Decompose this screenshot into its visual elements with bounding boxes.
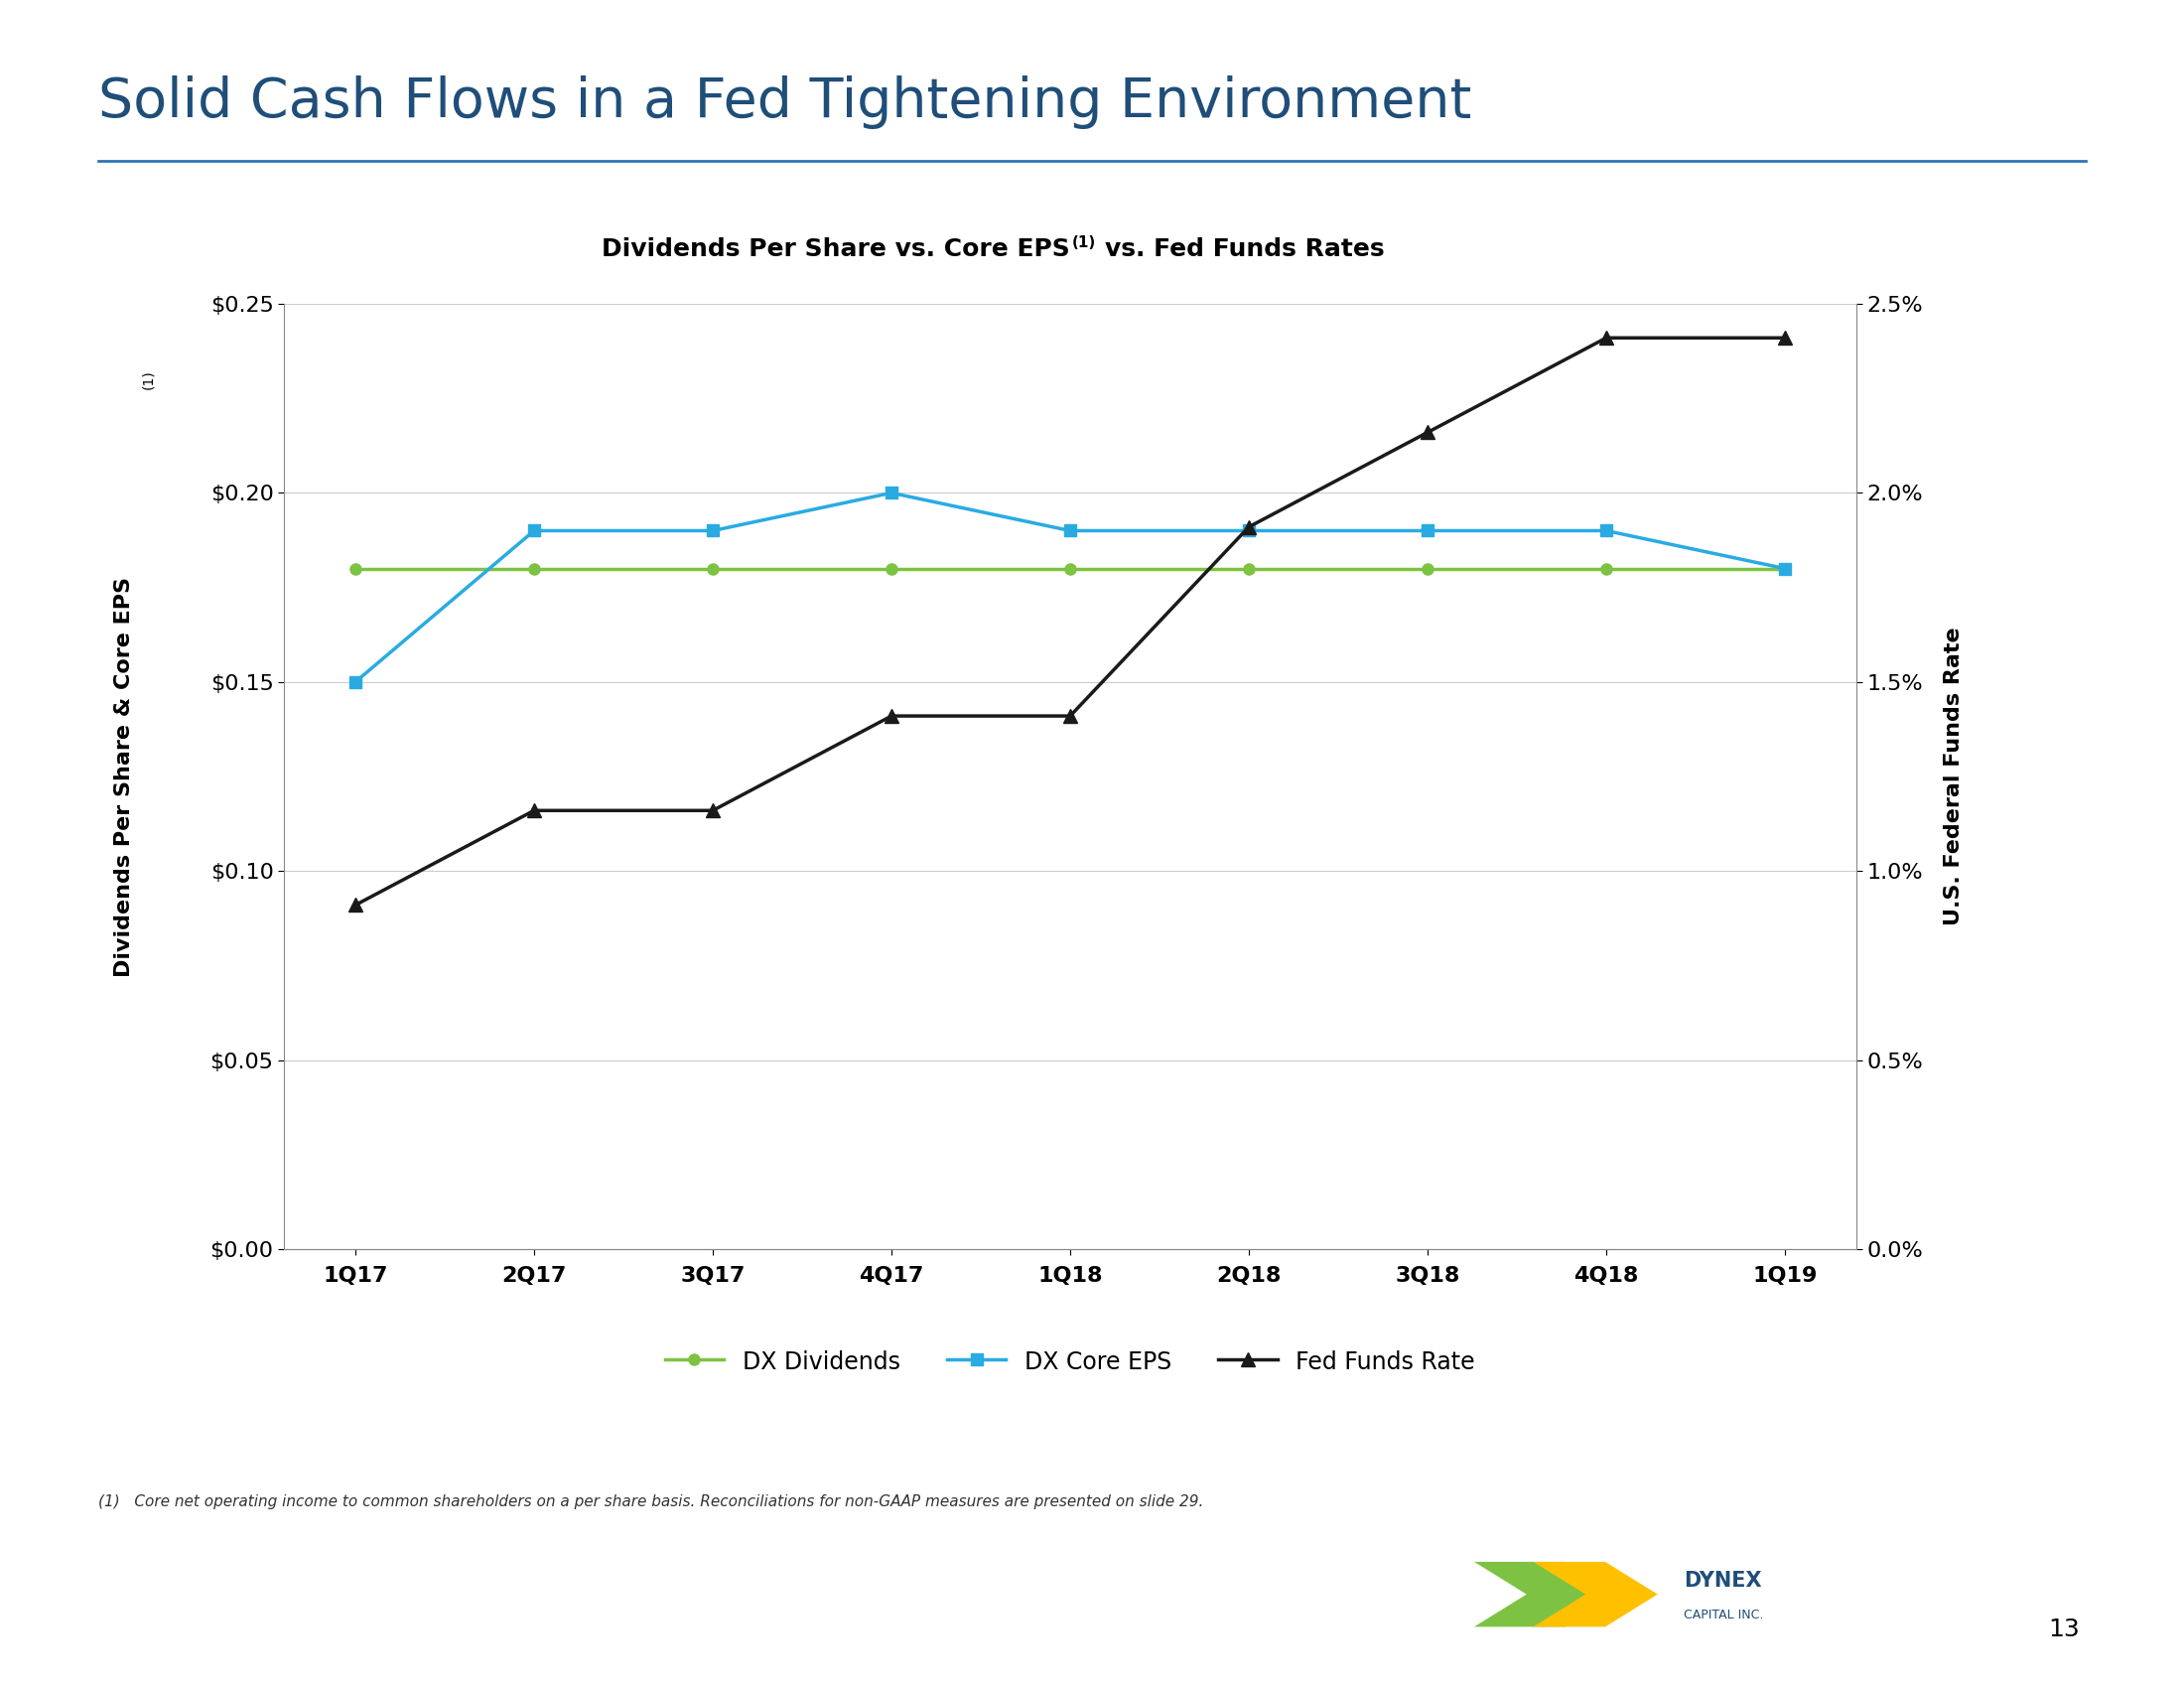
Y-axis label: U.S. Federal Funds Rate: U.S. Federal Funds Rate (1944, 628, 1963, 925)
Legend: DX Dividends, DX Core EPS, Fed Funds Rate: DX Dividends, DX Core EPS, Fed Funds Rat… (655, 1340, 1485, 1384)
Text: DYNEX: DYNEX (1684, 1570, 1762, 1590)
Text: 13: 13 (2049, 1617, 2079, 1641)
Text: (1)   Core net operating income to common shareholders on a per share basis. Rec: (1) Core net operating income to common … (98, 1494, 1203, 1509)
Polygon shape (1474, 1561, 1618, 1627)
Text: CAPITAL INC.: CAPITAL INC. (1684, 1609, 1765, 1620)
Polygon shape (1533, 1561, 1658, 1627)
Text: vs. Fed Funds Rates: vs. Fed Funds Rates (1105, 238, 1385, 262)
Text: (1): (1) (142, 370, 155, 390)
Text: Solid Cash Flows in a Fed Tightening Environment: Solid Cash Flows in a Fed Tightening Env… (98, 76, 1472, 130)
Text: (1): (1) (1072, 235, 1096, 250)
Y-axis label: Dividends Per Share & Core EPS: Dividends Per Share & Core EPS (114, 576, 133, 977)
Text: Dividends Per Share vs. Core EPS: Dividends Per Share vs. Core EPS (603, 238, 1070, 262)
